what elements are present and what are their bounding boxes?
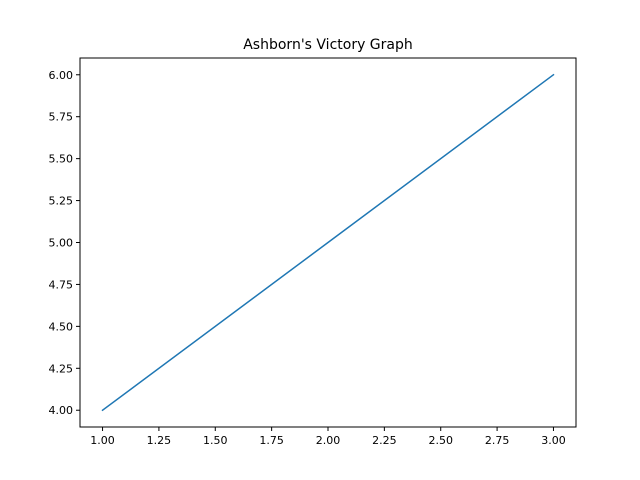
y-tick-label: 4.75 (49, 278, 74, 291)
x-tick-label: 2.75 (485, 434, 510, 447)
x-tick-label: 1.75 (259, 434, 284, 447)
plot-area: 1.00 1.25 1.50 1.75 2.00 2.25 2.50 2.75 3.00 4.00… (49, 69, 566, 447)
series-line-0 (101, 73, 555, 412)
x-tick-label: 3.00 (541, 434, 566, 447)
y-tick-label: 4.25 (49, 362, 74, 375)
x-tick-label: 1.50 (203, 434, 228, 447)
x-tick-label: 2.25 (372, 434, 397, 447)
x-tick-label: 1.25 (147, 434, 172, 447)
y-tick-label: 5.00 (49, 237, 74, 250)
x-tick-label: 1.00 (90, 434, 115, 447)
axes-frame (79, 57, 577, 428)
y-tick-label: 4.50 (49, 320, 74, 333)
x-tick-label: 2.50 (428, 434, 453, 447)
y-tick-label: 6.00 (49, 69, 74, 82)
y-tick-label: 5.25 (49, 195, 74, 208)
x-tick-label: 2.00 (316, 434, 341, 447)
chart-title: Ashborn's Victory Graph (243, 37, 413, 53)
y-tick-label: 5.75 (49, 111, 74, 124)
y-tick-label: 5.50 (49, 153, 74, 166)
y-tick-label: 4.00 (49, 404, 74, 417)
